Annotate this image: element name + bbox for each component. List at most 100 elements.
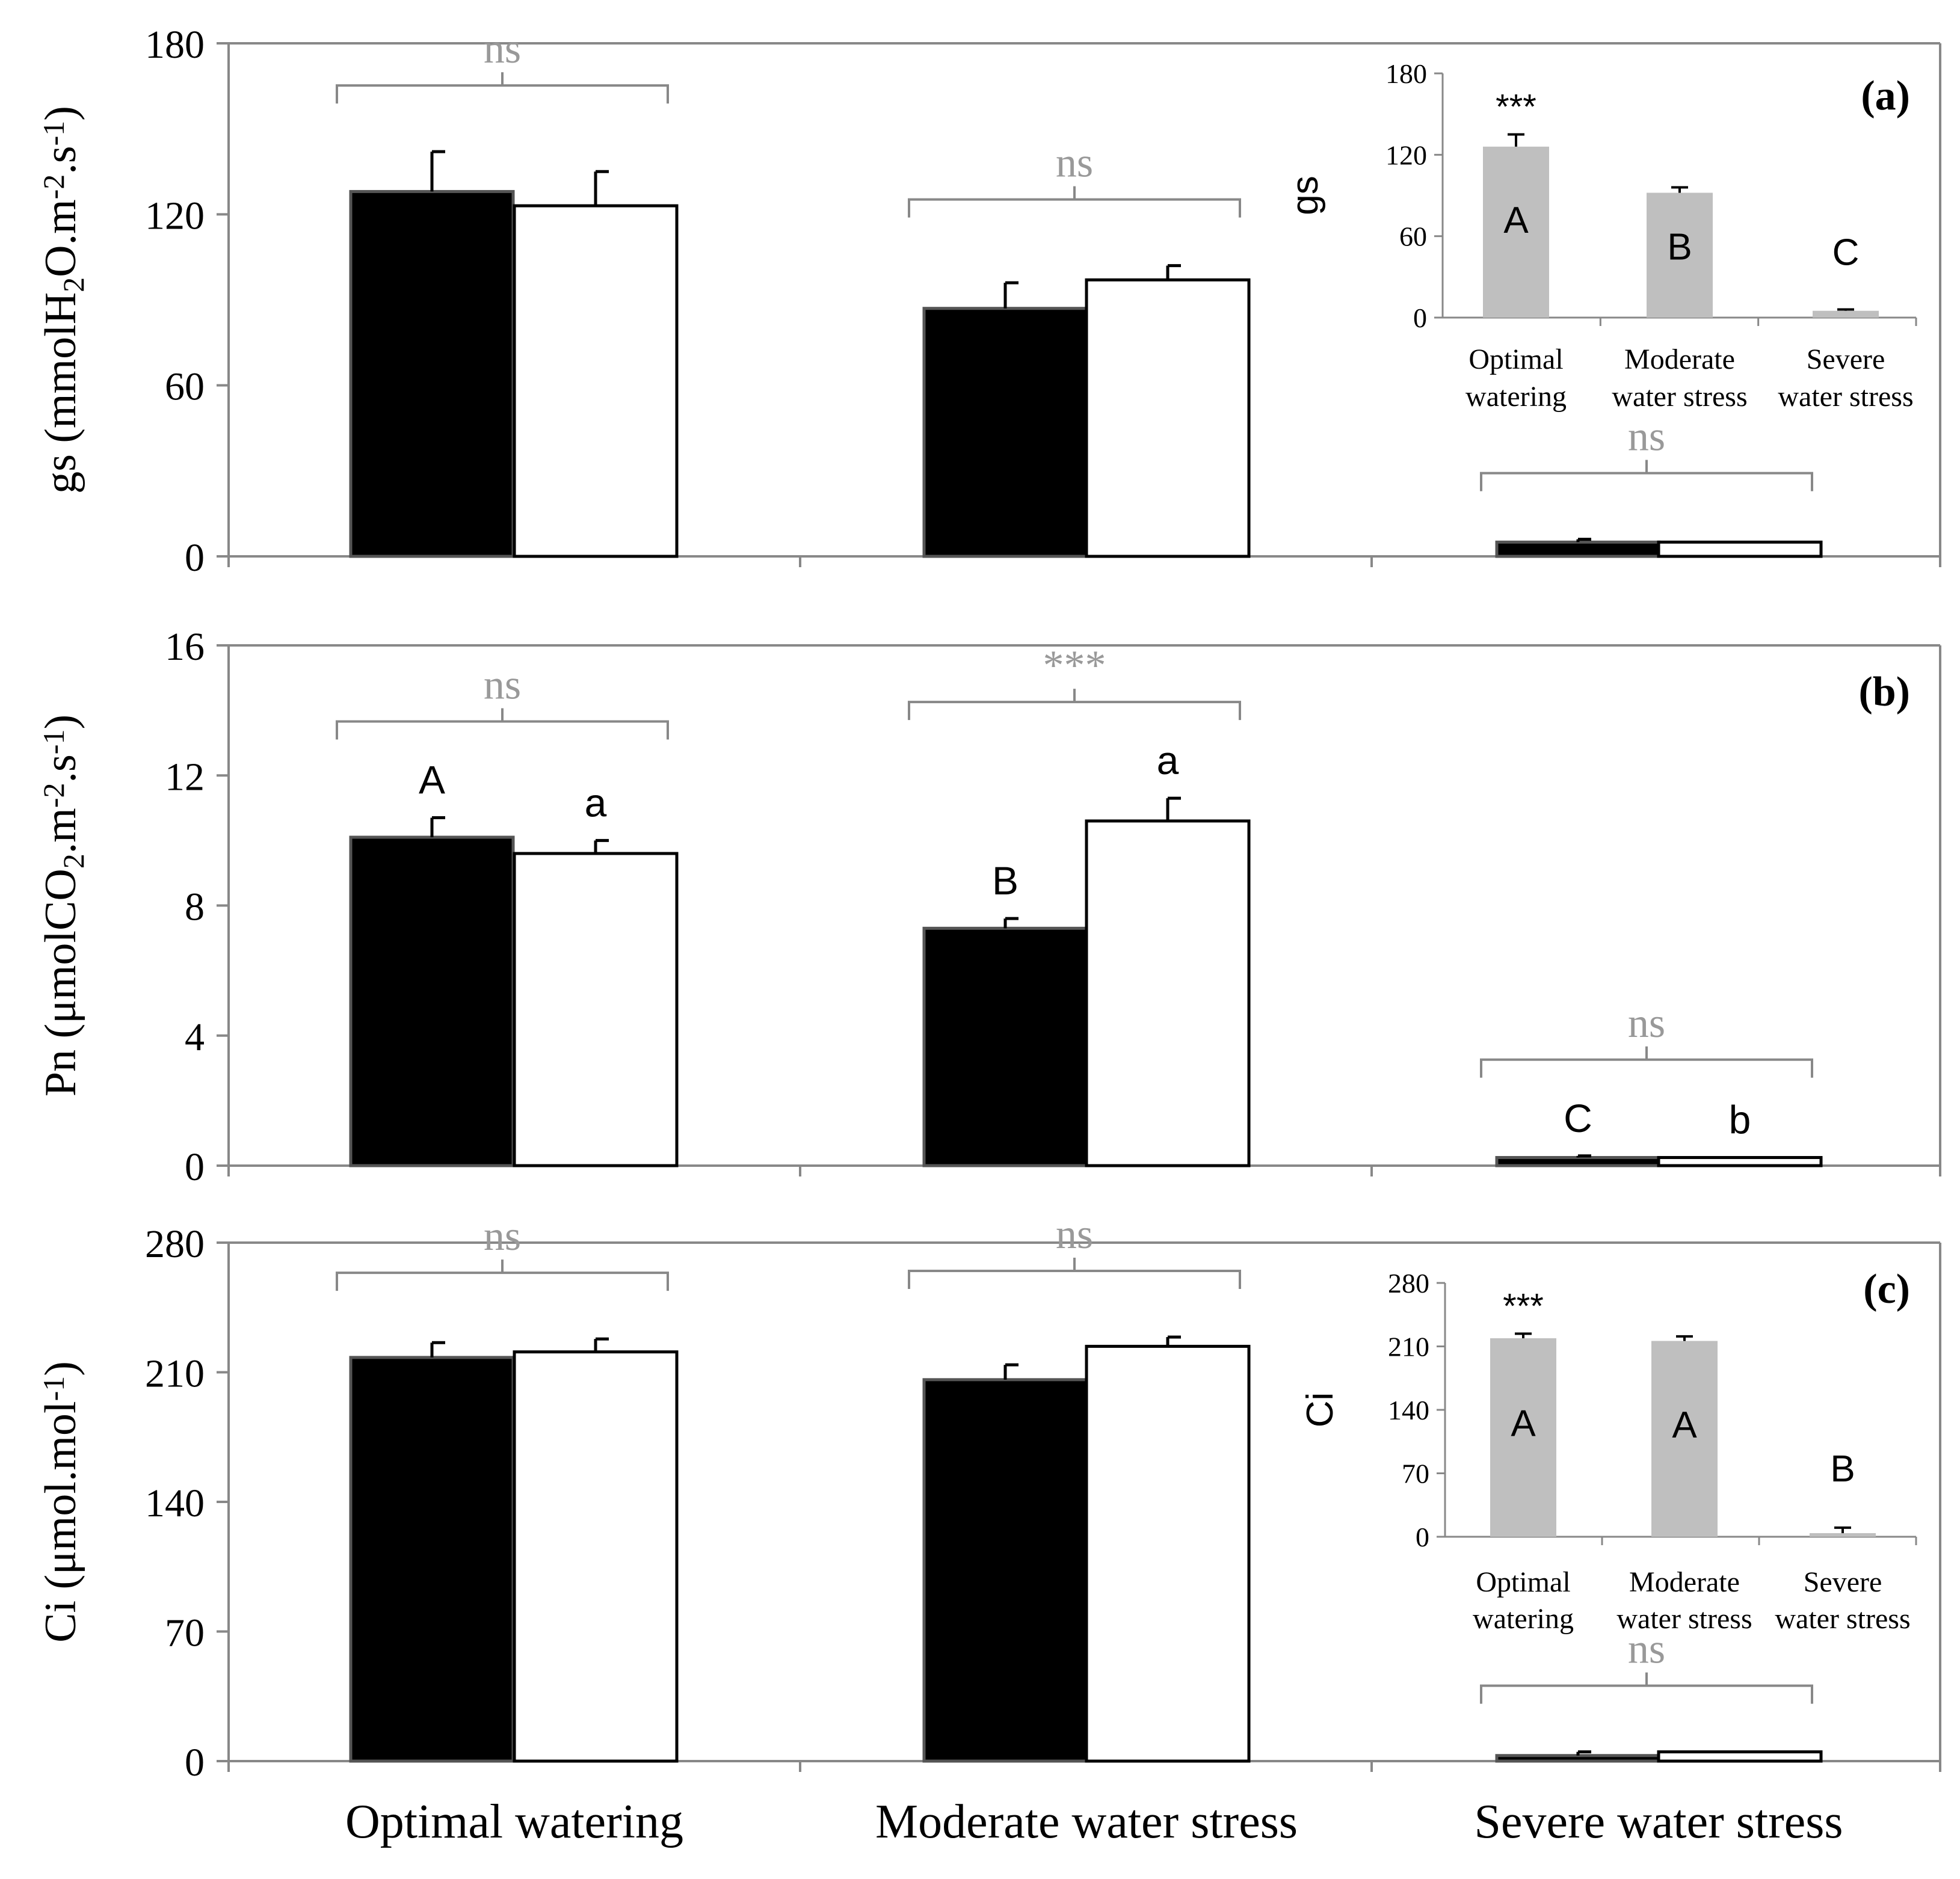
inset-category-label: Optimal	[1476, 1566, 1570, 1598]
y-axis-title-part: )	[36, 106, 85, 121]
inset-significance-letter: B	[1830, 1448, 1855, 1490]
control-bar-1	[349, 835, 515, 1167]
y-axis-title-part: .s	[36, 754, 85, 783]
inset-category-label: Severe	[1807, 343, 1885, 375]
inset-significance-letter: B	[1667, 227, 1692, 268]
y-axis-title-part: gs (mmolH	[36, 292, 85, 494]
inset-bar-2	[1651, 1341, 1718, 1537]
y-axis-title-part: Ci (μmol.mol	[36, 1401, 85, 1642]
y-axis-title-sup: -2	[37, 783, 70, 808]
inset-y-tick-label: 70	[1402, 1459, 1429, 1489]
inset-bar-3	[1810, 1533, 1876, 1537]
significance-label: ns	[1628, 414, 1665, 460]
y-tick-label: 12	[165, 755, 205, 799]
control-bar-1	[349, 1356, 515, 1763]
y-tick-label: 140	[145, 1481, 205, 1525]
inset-category-label: water stress	[1616, 1603, 1752, 1635]
significance-letter: B	[992, 858, 1019, 903]
significance-label: ns	[1628, 1000, 1665, 1047]
significance-letter: A	[419, 758, 445, 802]
y-tick-label: 180	[145, 23, 205, 67]
y-tick-label: 210	[145, 1352, 205, 1396]
y-axis-title-part: .s	[36, 146, 85, 174]
y-axis-title-sup: -2	[37, 174, 70, 200]
x-category-label: Moderate water stress	[875, 1795, 1298, 1848]
inset-significance-letter: A	[1672, 1404, 1697, 1446]
inset-category-label: Moderate	[1629, 1566, 1740, 1598]
treatment-bar-3	[1657, 540, 1823, 558]
y-axis-title-part: )	[36, 1361, 85, 1376]
panel-label: (a)	[1861, 73, 1910, 119]
control-bar-3	[1495, 1754, 1661, 1763]
inset-bar-1	[1483, 146, 1549, 318]
y-tick-label: 280	[145, 1222, 205, 1266]
significance-label: ns	[484, 1213, 521, 1259]
significance-letter: a	[1157, 738, 1179, 783]
y-axis-title-part: O.m	[36, 199, 85, 277]
significance-bracket	[336, 72, 669, 104]
control-bar-2	[922, 1378, 1088, 1763]
inset-category-label: water stress	[1778, 381, 1913, 413]
inset-y-axis-title: gs	[1284, 176, 1326, 215]
significance-letter: C	[1564, 1096, 1592, 1140]
y-tick-label: 0	[185, 1741, 205, 1785]
treatment-bar-1	[513, 852, 679, 1167]
inset-y-tick-label: 280	[1388, 1268, 1429, 1299]
inset-category-label: Severe	[1804, 1566, 1882, 1598]
treatment-bar-1	[513, 1350, 679, 1763]
inset-y-axis-title: Ci	[1299, 1392, 1341, 1428]
significance-bracket	[336, 1259, 669, 1291]
inset-significance-letter: A	[1503, 200, 1529, 241]
significance-label: ns	[1056, 1211, 1093, 1258]
inset-chart: 0 70 140 210 280 Ci A Optimal watering A Moderate w…	[1299, 1268, 1917, 1635]
inset-category-label: Optimal	[1468, 343, 1563, 375]
y-axis-title-sup: -1	[37, 1376, 70, 1401]
inset-significance-stars: ***	[1496, 88, 1536, 127]
y-axis-title-sup: -1	[37, 730, 70, 755]
inset-significance-letter: C	[1832, 232, 1860, 273]
x-category-label: Severe water stress	[1474, 1795, 1843, 1848]
inset-category-label: watering	[1465, 381, 1567, 413]
inset-y-tick-label: 180	[1385, 58, 1427, 89]
treatment-bar-1	[513, 204, 679, 558]
panel-label: (b)	[1858, 669, 1910, 715]
y-tick-label: 120	[145, 194, 205, 238]
control-bar-2	[922, 307, 1088, 558]
y-axis-title: Ci (μmol.mol-1)	[36, 1361, 85, 1643]
y-axis-title-part: )	[36, 715, 85, 730]
treatment-bar-3	[1657, 1155, 1823, 1167]
treatment-bar-2	[1085, 1344, 1251, 1763]
control-bar-3	[1495, 540, 1661, 558]
y-tick-label: 4	[185, 1015, 205, 1059]
panel-a: 0 60 120 180 gs (mmolH2O.m-2.s-1) ns ns ns (a) 0 6…	[36, 23, 1941, 580]
control-bar-3	[1495, 1155, 1661, 1167]
significance-label: ns	[484, 26, 521, 72]
panel-b: 0 4 8 12 16 Pn (μmolCO2.m-2.s-1) A B Ca a b ns *** ns…	[36, 625, 1941, 1189]
y-tick-label: 60	[165, 365, 205, 409]
inset-category-label: Moderate	[1624, 343, 1735, 375]
panel-label: (c)	[1863, 1266, 1910, 1312]
y-tick-label: 8	[185, 885, 205, 929]
control-bar-2	[922, 926, 1088, 1167]
y-tick-label: 70	[165, 1611, 205, 1655]
inset-category-label: water stress	[1612, 381, 1747, 413]
inset-category-label: water stress	[1775, 1603, 1910, 1635]
y-axis-title-sup: -1	[37, 121, 70, 146]
control-bar-1	[349, 189, 515, 558]
significance-bracket	[336, 708, 669, 740]
inset-y-tick-label: 140	[1388, 1395, 1429, 1425]
significance-bracket	[908, 186, 1241, 218]
significance-bracket	[908, 1258, 1241, 1290]
significance-letter: b	[1729, 1097, 1751, 1142]
panel-c: 0 70 140 210 280 Ci (μmol.mol-1) ns ns ns (c) 0 70 1…	[36, 1211, 1941, 1785]
inset-y-tick-label: 60	[1399, 221, 1427, 252]
inset-y-tick-label: 0	[1413, 303, 1427, 333]
inset-bar-3	[1813, 310, 1879, 318]
y-tick-label: 0	[185, 536, 205, 580]
x-category-label: Optimal watering	[345, 1795, 683, 1848]
y-axis-title-part: .m	[36, 808, 85, 853]
inset-bar-2	[1647, 192, 1713, 318]
y-axis-title: gs (mmolH2O.m-2.s-1)	[36, 106, 90, 494]
inset-category-label: watering	[1473, 1603, 1574, 1635]
